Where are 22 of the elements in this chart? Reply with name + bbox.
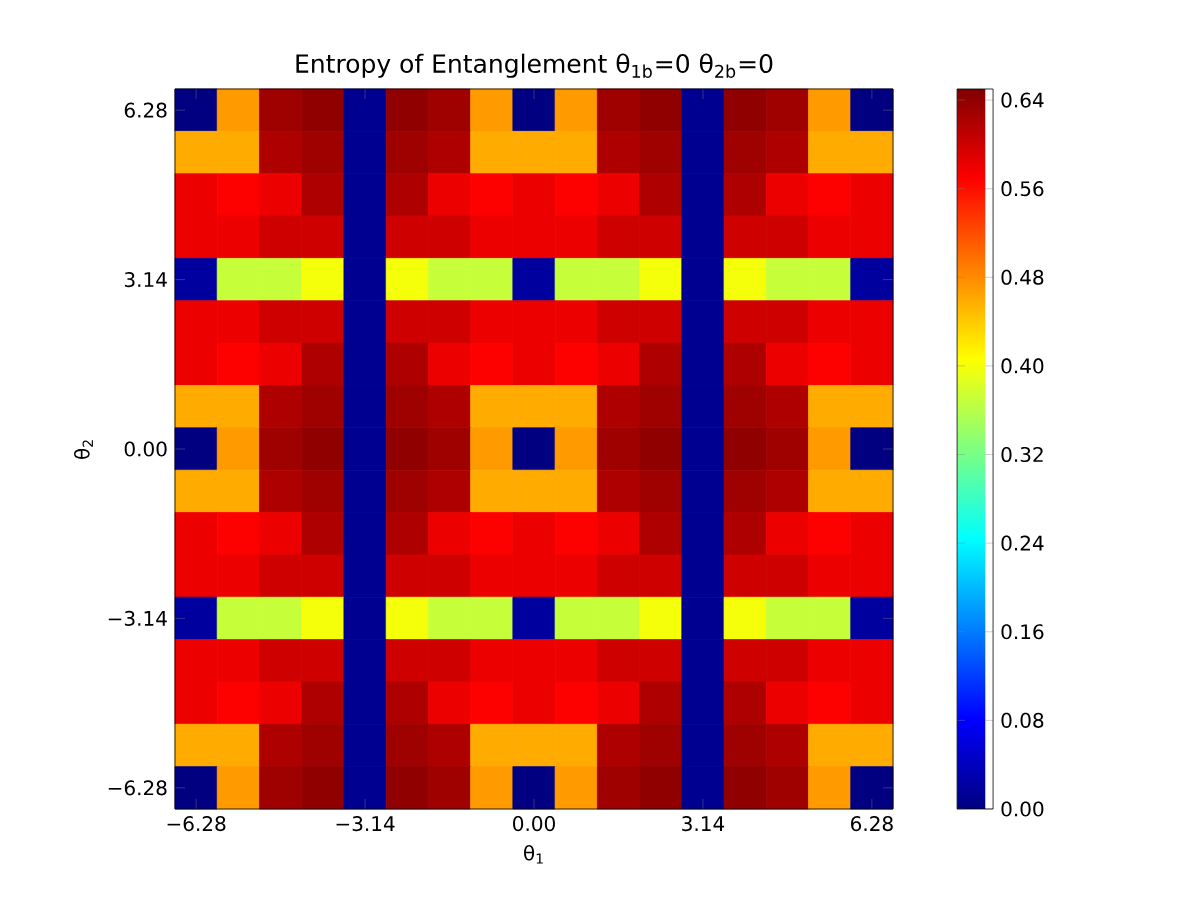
color-bar-label: 0.64 [1001,92,1044,108]
y-tick-label: 3.14 [124,271,167,288]
y-tick-label: 0.00 [124,441,167,457]
y-tick-label: −6.28 [108,780,167,796]
color-bar-label: 0.16 [1001,624,1044,640]
color-bar-label: 0.48 [1001,269,1044,285]
color-bar-label: 0.32 [1001,446,1043,463]
x-tick-label: 3.14 [682,816,725,832]
x-tick-label: −3.14 [336,816,395,832]
x-axis-title: θ$_{1}$ [524,844,543,864]
color-bar-label: 0.24 [1001,535,1044,551]
color-bar-label: 0.56 [1001,181,1044,197]
y-tick-label: 6.28 [124,102,167,118]
color-bar-label: 0.08 [1001,712,1044,728]
x-tick-label: −6.28 [167,816,226,832]
y-tick-label: −3.14 [108,610,167,626]
y-axis-title: θ$_{2}$ [74,440,93,459]
x-tick-label: 6.28 [851,816,893,832]
x-tick-label: 0.00 [513,816,555,832]
chart-title: Entropy of Entanglement θ$_{1b}$=0 θ$_{2b}$=0 [296,53,773,78]
color-bar-label: 0.00 [1001,801,1044,817]
color-bar-label: 0.40 [1001,358,1044,374]
